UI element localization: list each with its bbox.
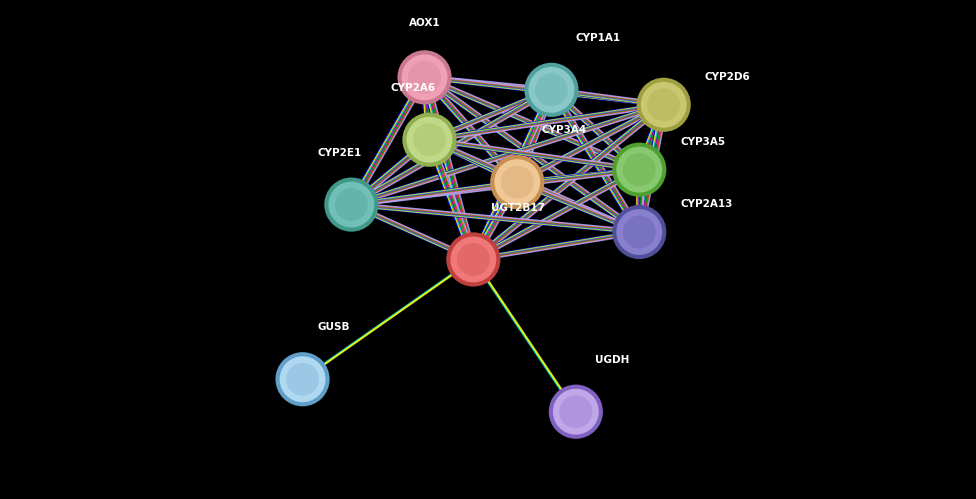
Text: CYP2E1: CYP2E1 — [317, 148, 361, 158]
Ellipse shape — [324, 178, 379, 232]
Ellipse shape — [616, 147, 663, 193]
Ellipse shape — [408, 61, 441, 94]
Ellipse shape — [397, 50, 452, 104]
Ellipse shape — [640, 82, 687, 128]
Ellipse shape — [401, 54, 448, 100]
Ellipse shape — [528, 67, 575, 113]
Ellipse shape — [450, 237, 497, 282]
Ellipse shape — [535, 73, 568, 106]
Ellipse shape — [490, 155, 545, 209]
Ellipse shape — [612, 205, 667, 259]
Text: AOX1: AOX1 — [409, 18, 440, 28]
Text: UGT2B17: UGT2B17 — [491, 203, 545, 213]
Ellipse shape — [623, 153, 656, 186]
Ellipse shape — [279, 356, 326, 402]
Ellipse shape — [552, 389, 599, 435]
Ellipse shape — [636, 78, 691, 132]
Ellipse shape — [501, 166, 534, 199]
Ellipse shape — [446, 233, 501, 286]
Text: CYP1A1: CYP1A1 — [576, 33, 621, 43]
Ellipse shape — [524, 63, 579, 117]
Ellipse shape — [275, 352, 330, 406]
Ellipse shape — [286, 363, 319, 396]
Ellipse shape — [328, 182, 375, 228]
Ellipse shape — [647, 88, 680, 121]
Ellipse shape — [616, 209, 663, 255]
Text: CYP2D6: CYP2D6 — [705, 72, 751, 82]
Ellipse shape — [413, 123, 446, 156]
Ellipse shape — [549, 385, 603, 439]
Ellipse shape — [612, 143, 667, 197]
Ellipse shape — [457, 243, 490, 276]
Text: GUSB: GUSB — [317, 322, 349, 332]
Ellipse shape — [623, 216, 656, 249]
Text: CYP3A4: CYP3A4 — [542, 125, 587, 135]
Text: CYP2A13: CYP2A13 — [680, 199, 733, 209]
Text: UGDH: UGDH — [595, 355, 630, 365]
Ellipse shape — [335, 188, 368, 221]
Text: CYP3A5: CYP3A5 — [680, 137, 725, 147]
Ellipse shape — [494, 159, 541, 205]
Text: CYP2A6: CYP2A6 — [390, 83, 435, 93]
Ellipse shape — [402, 113, 457, 167]
Ellipse shape — [406, 117, 453, 163]
Ellipse shape — [559, 395, 592, 428]
